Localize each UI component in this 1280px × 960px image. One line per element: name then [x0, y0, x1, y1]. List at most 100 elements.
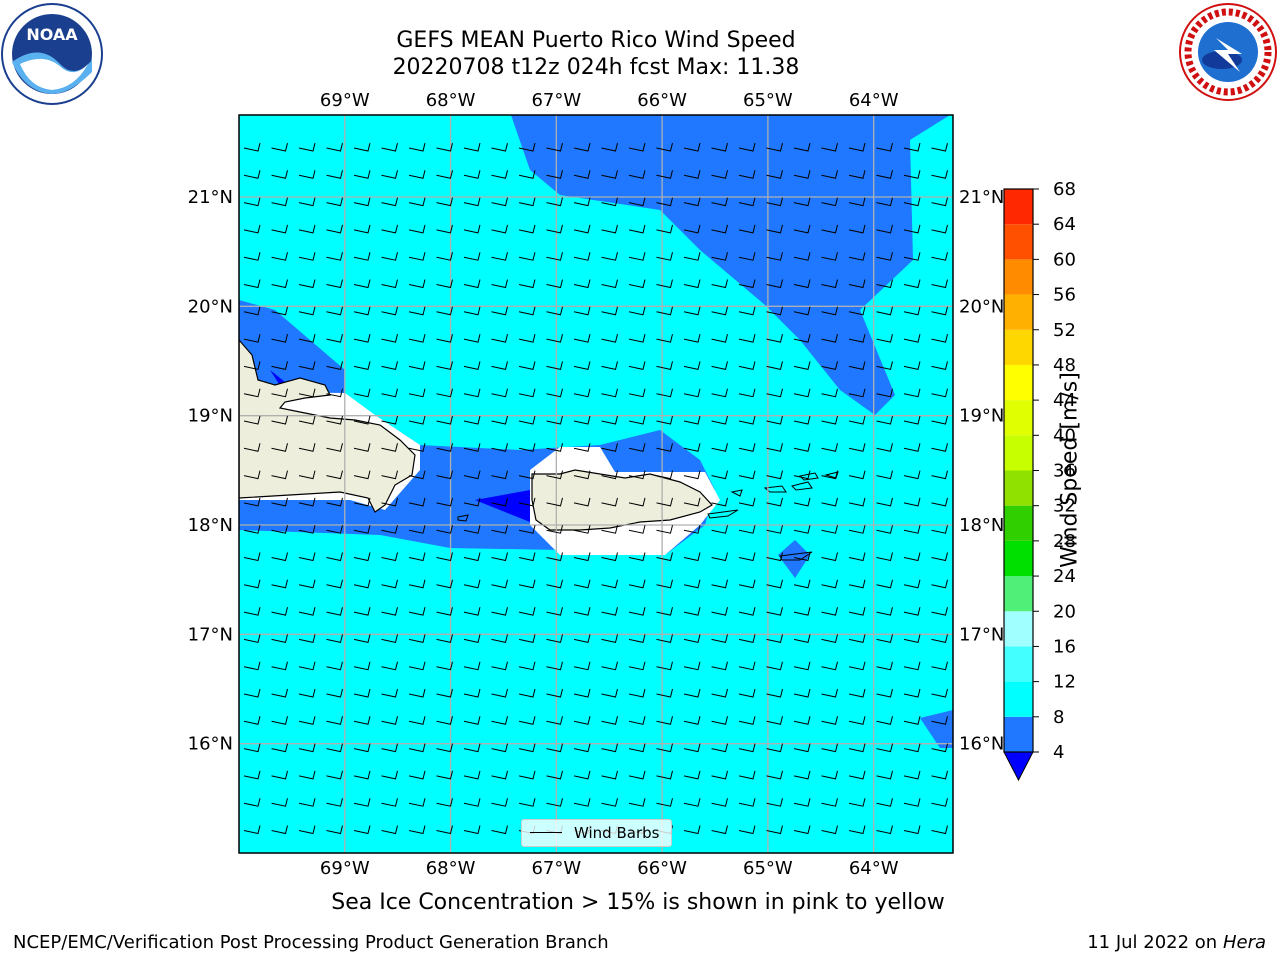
wind-barb	[463, 470, 481, 480]
wind-barb	[601, 170, 618, 179]
wind-barb	[766, 306, 783, 316]
colorbar-tick-label-64: 64	[1053, 214, 1076, 235]
wind-barb	[793, 279, 811, 289]
wind-barb	[628, 552, 646, 562]
wind-barb	[326, 279, 343, 289]
wind-barb	[408, 688, 426, 698]
lon-label-bottom-5: 65°W	[743, 858, 793, 879]
wind-barb	[601, 579, 618, 589]
wind-barb	[463, 770, 481, 780]
wind-barb	[628, 333, 646, 343]
wind-barb	[876, 552, 893, 562]
wind-barb	[463, 606, 481, 616]
wind-barb	[876, 443, 893, 452]
wind-barb	[683, 552, 701, 562]
wind-barb	[656, 661, 673, 671]
wind-barb	[326, 142, 343, 152]
wind-barb	[711, 552, 728, 562]
wind-barb	[903, 634, 921, 643]
wind-barb	[848, 170, 866, 179]
wind-barb	[628, 170, 646, 179]
wind-barb	[683, 825, 701, 835]
wind-barb	[353, 443, 371, 452]
wind-barb	[436, 606, 453, 616]
wind-barb	[931, 579, 948, 589]
wind-barb	[738, 688, 756, 698]
wind-barb	[518, 197, 536, 207]
wind-barb	[656, 388, 673, 398]
wind-barb	[326, 170, 343, 179]
wind-barb	[628, 798, 646, 807]
wind-barb	[573, 306, 591, 316]
wind-barb	[271, 279, 288, 289]
map-title: GEFS MEAN Puerto Rico Wind Speed	[396, 28, 796, 53]
wind-barb	[408, 661, 426, 671]
wind-barb	[656, 306, 673, 316]
wind-barb	[821, 142, 838, 152]
wind-barb	[546, 634, 563, 643]
wind-barb	[243, 443, 261, 452]
wind-barb	[326, 197, 343, 207]
wind-barb	[683, 743, 701, 753]
wind-barb	[408, 142, 426, 152]
wind-barb	[436, 770, 453, 780]
wind-zone-4-8-southeast	[920, 710, 953, 748]
wind-barb	[518, 415, 536, 425]
wind-barb	[326, 415, 343, 425]
wind-barb	[463, 279, 481, 289]
mona-island	[457, 514, 469, 522]
wind-barb	[821, 525, 838, 534]
wind-barb	[326, 443, 343, 452]
wind-barb	[243, 142, 261, 152]
wind-barb	[711, 688, 728, 698]
wind-barb	[573, 142, 591, 152]
wind-barb	[601, 497, 618, 507]
wind-barb	[931, 142, 948, 152]
wind-barb	[408, 497, 426, 507]
wind-barb	[463, 306, 481, 316]
wind-barb	[271, 688, 288, 698]
wind-barb	[821, 606, 838, 616]
wind-barb	[793, 525, 811, 534]
wind-barb	[848, 770, 866, 780]
map-frame	[238, 114, 954, 854]
wind-barb	[656, 361, 673, 370]
wind-barb	[876, 197, 893, 207]
wind-barb	[573, 388, 591, 398]
wind-barb	[848, 525, 866, 534]
wind-barb	[546, 170, 563, 179]
wind-barb	[601, 224, 618, 234]
wind-barb	[628, 197, 646, 207]
lon-label-bottom-3: 67°W	[531, 858, 581, 879]
wind-barb-legend-line	[530, 832, 562, 833]
colorbar-tick-label-16: 16	[1053, 636, 1076, 657]
wind-barb	[408, 579, 426, 589]
wind-barb	[573, 224, 591, 234]
wind-barb	[573, 279, 591, 289]
wind-barb	[711, 743, 728, 753]
wind-barb	[766, 716, 783, 725]
wind-barb	[353, 279, 371, 289]
wind-barb	[326, 688, 343, 698]
wind-barb	[601, 443, 618, 452]
wind-barb	[683, 525, 701, 534]
wind-barb	[298, 770, 316, 780]
wind-barb	[931, 388, 948, 398]
wind-barb	[903, 825, 921, 835]
wind-barb	[243, 634, 261, 643]
wind-barb	[546, 661, 563, 671]
wind-barb	[243, 552, 261, 562]
wind-barb	[601, 279, 618, 289]
wind-zone-4-8-st-croix	[778, 540, 810, 578]
wind-barb	[683, 579, 701, 589]
lon-label-bottom-4: 66°W	[637, 858, 687, 879]
wind-barb	[271, 716, 288, 725]
wind-barb	[546, 579, 563, 589]
wind-barb	[518, 716, 536, 725]
wind-barb	[738, 279, 756, 289]
wind-barb	[711, 470, 728, 480]
wind-barb	[518, 443, 536, 452]
wind-barb	[903, 224, 921, 234]
wind-barb	[243, 333, 261, 343]
wind-barb	[298, 170, 316, 179]
